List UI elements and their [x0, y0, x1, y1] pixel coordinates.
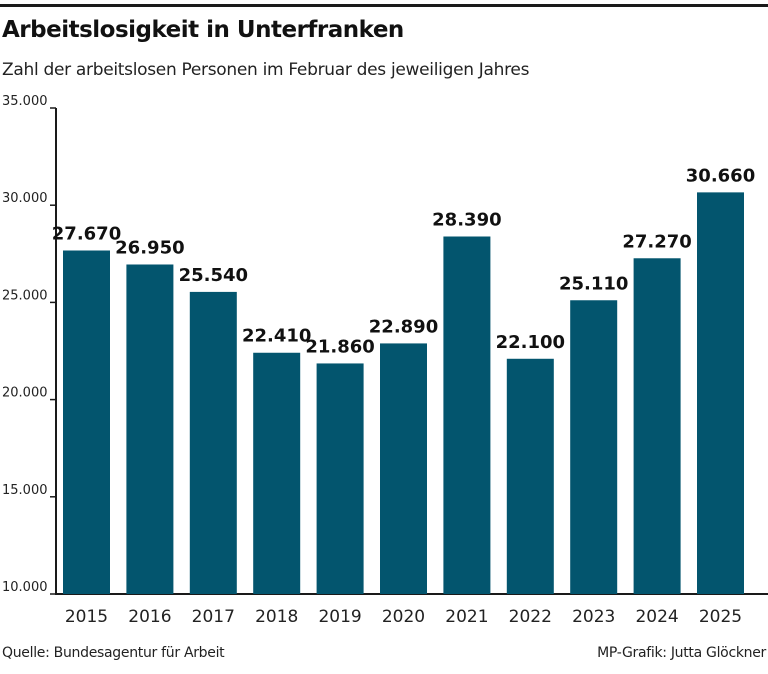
data-label-2024: 27.270 [622, 231, 691, 252]
bar-2016 [126, 264, 174, 594]
data-label-2025: 30.660 [686, 165, 755, 186]
x-tick-label-2015: 2015 [65, 607, 108, 627]
y-tick-label: 15.000 [2, 483, 48, 498]
x-tick-label-2022: 2022 [509, 607, 552, 627]
bar-2017 [189, 291, 237, 594]
y-tick-label: 20.000 [2, 386, 48, 401]
data-label-2023: 25.110 [559, 273, 628, 294]
credit-note: MP-Grafik: Jutta Glöckner [597, 645, 766, 661]
x-tick-label-2021: 2021 [445, 607, 488, 627]
x-tick-label-2017: 2017 [192, 607, 235, 627]
bar-2015 [63, 250, 110, 595]
bar-2021 [443, 236, 491, 594]
bar-2023 [570, 300, 618, 594]
x-tick-label-2023: 2023 [572, 607, 615, 627]
top-rule [0, 4, 768, 7]
bar-2024 [633, 258, 681, 594]
data-label-2021: 28.390 [432, 209, 501, 230]
y-tick-label: 30.000 [2, 191, 48, 206]
chart-title: Arbeitslosigkeit in Unterfranken [2, 17, 404, 43]
source-note: Quelle: Bundesagentur für Arbeit [2, 645, 225, 661]
data-label-2015: 27.670 [52, 223, 121, 244]
chart-subtitle: Zahl der arbeitslosen Personen im Februa… [2, 60, 530, 80]
x-tick-label-2018: 2018 [255, 607, 298, 627]
bar-2019 [316, 363, 364, 594]
data-label-2022: 22.100 [496, 332, 565, 353]
x-tick-label-2019: 2019 [318, 607, 361, 627]
data-label-2017: 25.540 [179, 265, 248, 286]
data-label-2016: 26.950 [115, 237, 184, 258]
x-tick-label-2025: 2025 [699, 607, 742, 627]
x-tick-label-2024: 2024 [635, 607, 678, 627]
bar-2020 [380, 343, 427, 594]
x-tick-label-2020: 2020 [382, 607, 425, 627]
data-label-2018: 22.410 [242, 326, 311, 347]
y-tick-label: 10.000 [2, 580, 48, 595]
data-label-2019: 21.860 [305, 336, 374, 357]
bar-2022 [506, 358, 554, 594]
data-label-2020: 22.890 [369, 316, 438, 337]
y-tick-label: 25.000 [2, 288, 48, 303]
x-tick-label-2016: 2016 [128, 607, 171, 627]
y-tick-label: 35.000 [2, 94, 48, 109]
bar-2025 [697, 192, 744, 594]
bar-2018 [253, 352, 301, 594]
